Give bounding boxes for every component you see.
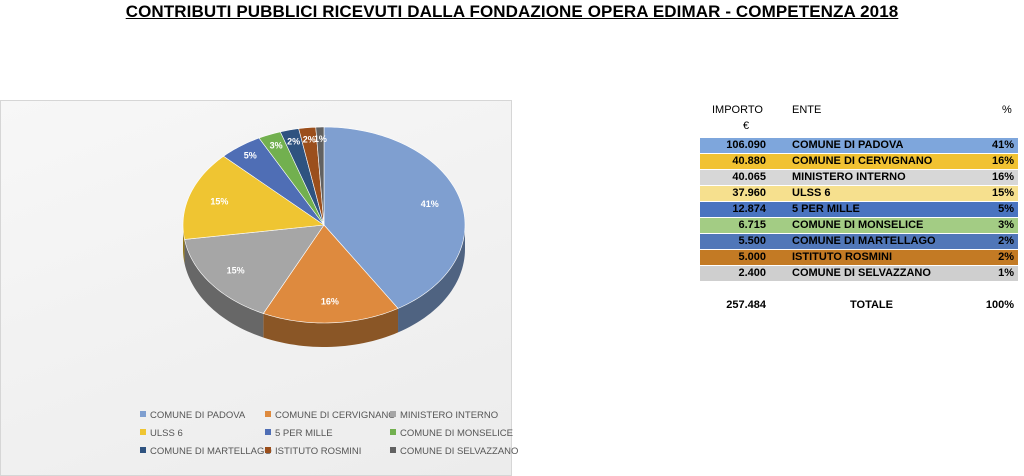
table-row: 37.960 ULSS 6 15% [700, 186, 1018, 201]
pie-slice [184, 224, 325, 314]
cell-importo: 2.400 [738, 267, 766, 279]
cell-ente: ULSS 6 [792, 187, 831, 199]
cell-ente: COMUNE DI MONSELICE [792, 219, 924, 231]
pie-slice [323, 126, 466, 309]
header-importo: IMPORTO [712, 104, 763, 116]
pie-data-label: 2% [287, 136, 300, 146]
legend-item: MINISTERO INTERNO [390, 410, 498, 422]
legend-swatch [390, 429, 396, 436]
legend-swatch [265, 411, 271, 418]
legend-swatch [140, 429, 146, 436]
pie-slice [279, 128, 325, 226]
pie-slice [315, 126, 325, 226]
legend-label: COMUNE DI SELVAZZANO [400, 446, 519, 457]
cell-ente: COMUNE DI CERVIGNANO [792, 155, 933, 167]
cell-importo: 5.500 [738, 235, 766, 247]
legend-label: ULSS 6 [150, 428, 183, 439]
legend-item: ULSS 6 [140, 428, 183, 440]
pie-slice [262, 224, 399, 324]
pie-slice-side [398, 225, 465, 333]
cell-percent: 3% [998, 219, 1014, 231]
cell-percent: 1% [998, 267, 1014, 279]
table-row: 5.000 ISTITUTO ROSMINI 2% [700, 250, 1018, 265]
table-row: 106.090 COMUNE DI PADOVA 41% [700, 138, 1018, 153]
cell-importo: 6.715 [738, 219, 766, 231]
pie-slice [258, 131, 325, 226]
cell-percent: 2% [998, 235, 1014, 247]
table-row: 40.880 COMUNE DI CERVIGNANO 16% [700, 154, 1018, 169]
pie-data-label: 15% [227, 266, 245, 276]
legend-label: 5 PER MILLE [275, 428, 333, 439]
legend-swatch [140, 447, 146, 454]
legend-item: 5 PER MILLE [265, 428, 333, 440]
pie-slice [182, 155, 325, 240]
total-label: TOTALE [850, 299, 893, 311]
cell-importo: 37.960 [732, 187, 766, 199]
legend-item: COMUNE DI SELVAZZANO [390, 446, 518, 458]
cell-ente: COMUNE DI PADOVA [792, 139, 904, 151]
legend-label: MINISTERO INTERNO [400, 410, 499, 421]
pie-chart-panel: 41% 16% 15% 15% 5% 3% 2% 2% 1% [0, 100, 512, 476]
legend-item: COMUNE DI CERVIGNANO [265, 410, 396, 422]
cell-ente: MINISTERO INTERNO [792, 171, 906, 183]
header-ente: ENTE [792, 104, 822, 116]
cell-ente: COMUNE DI MARTELLAGO [792, 235, 936, 247]
cell-ente: 5 PER MILLE [792, 203, 860, 215]
cell-importo: 12.874 [732, 203, 766, 215]
pie-slice-side [184, 239, 264, 338]
header-percent: % [1002, 104, 1012, 116]
page-title: CONTRIBUTI PUBBLICI RICEVUTI DALLA FONDA… [125, 2, 899, 21]
table-row: 2.400 COMUNE DI SELVAZZANO 1% [700, 266, 1018, 281]
cell-percent: 16% [991, 155, 1014, 167]
cell-percent: 16% [991, 171, 1014, 183]
legend-swatch [265, 429, 271, 436]
legend-swatch [265, 447, 271, 454]
table-row: 6.715 COMUNE DI MONSELICE 3% [700, 218, 1018, 233]
legend-swatch [390, 447, 396, 454]
pie-slice-side [263, 308, 399, 347]
legend-item: COMUNE DI MARTELLAGO [140, 446, 272, 458]
legend-swatch [390, 411, 396, 418]
pie-chart: 41%16%15%15%5%3% 2% 2%1% [182, 126, 466, 347]
legend-label: COMUNE DI MARTELLAGO [150, 446, 272, 457]
legend-swatch [140, 411, 146, 418]
pie-data-label: 5% [244, 151, 257, 161]
legend-label: COMUNE DI MONSELICE [400, 428, 513, 439]
table-row: 40.065 MINISTERO INTERNO 16% [700, 170, 1018, 185]
cell-importo: 106.090 [726, 139, 766, 151]
legend-label: COMUNE DI CERVIGNANO [275, 410, 396, 421]
cell-percent: 5% [998, 203, 1014, 215]
total-importo: 257.484 [726, 299, 766, 311]
pie-data-label: 15% [210, 196, 228, 206]
pie-data-label: 1% [314, 134, 327, 144]
cell-percent: 2% [998, 251, 1014, 263]
pie-data-label: 2% [303, 134, 316, 144]
cell-importo: 40.065 [732, 171, 766, 183]
legend-label: ISTITUTO ROSMINI [275, 446, 362, 457]
cell-importo: 5.000 [738, 251, 766, 263]
table-row: 5.500 COMUNE DI MARTELLAGO 2% [700, 234, 1018, 249]
header-euro: € [743, 120, 750, 132]
cell-ente: COMUNE DI SELVAZZANO [792, 267, 931, 279]
pie-data-label: 41% [421, 199, 439, 209]
total-percent: 100% [985, 299, 1014, 311]
pie-slice [223, 137, 325, 226]
legend-item: COMUNE DI MONSELICE [390, 428, 513, 440]
legend-label: COMUNE DI PADOVA [150, 410, 246, 421]
cell-percent: 41% [991, 139, 1014, 151]
table-row: 12.874 5 PER MILLE 5% [700, 202, 1018, 217]
legend-item: COMUNE DI PADOVA [140, 410, 245, 422]
pie-data-label: 3% [270, 141, 283, 151]
cell-ente: ISTITUTO ROSMINI [792, 251, 893, 263]
pie-data-label: 16% [321, 296, 339, 306]
legend-item: ISTITUTO ROSMINI [265, 446, 361, 458]
cell-importo: 40.880 [732, 155, 766, 167]
cell-percent: 15% [991, 187, 1014, 199]
